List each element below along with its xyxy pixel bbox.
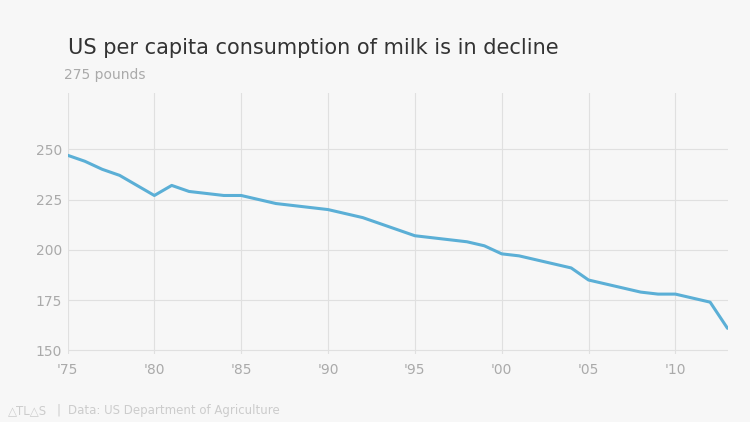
Text: Data: US Department of Agriculture: Data: US Department of Agriculture [68,404,279,417]
Text: 275 pounds: 275 pounds [64,68,146,82]
Text: US per capita consumption of milk is in decline: US per capita consumption of milk is in … [68,38,558,58]
Text: |: | [56,404,60,417]
Text: △TL△S: △TL△S [8,404,46,417]
